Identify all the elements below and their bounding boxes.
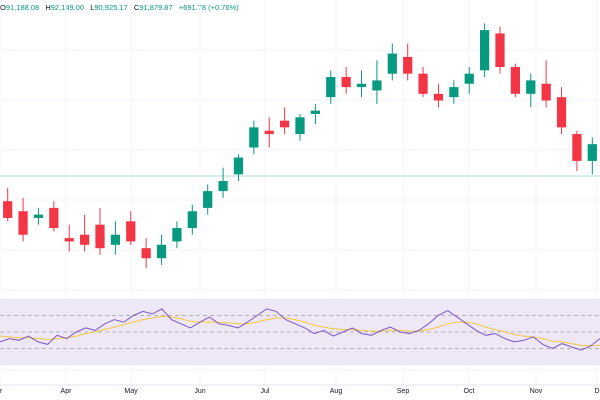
candle-body <box>541 83 551 101</box>
open-value: 91,188.08 <box>5 3 40 12</box>
x-tick-label: Jun <box>194 388 205 395</box>
x-tick-label: Nov <box>530 388 543 395</box>
candle-body <box>49 207 59 229</box>
candle-body <box>233 157 244 175</box>
candle-body <box>341 77 351 88</box>
candle-body <box>403 56 413 74</box>
candle-body <box>556 97 567 128</box>
high-value: 92,149.00 <box>50 3 85 12</box>
close-label: C <box>133 3 140 12</box>
candle-body <box>356 83 367 88</box>
price-candles <box>3 23 597 269</box>
x-tick-label: Apr <box>61 388 73 395</box>
low-value: 90,925.17 <box>94 3 128 12</box>
rsi-lines <box>0 308 600 351</box>
candle-body <box>449 87 459 98</box>
x-tick-label: D <box>594 388 599 395</box>
ohlc-readout: O91,188.08 H92,149.00 L90,925.17 C91,879… <box>0 3 243 12</box>
rsi-guides <box>0 315 600 349</box>
rsi-ma-line <box>0 315 600 347</box>
candle-body <box>172 228 182 242</box>
change-value: +691.78 (+0.76%) <box>178 3 239 12</box>
candle-body <box>203 191 213 208</box>
candle-body <box>387 53 397 74</box>
rsi-band <box>0 299 600 365</box>
candle-body <box>110 234 120 245</box>
candle-body <box>95 224 105 249</box>
x-tick-label: r <box>0 388 3 395</box>
high-label: H <box>45 3 51 12</box>
candle-body <box>418 73 428 94</box>
candle-body <box>326 77 336 98</box>
candle-body <box>495 33 505 67</box>
candle-body <box>372 80 382 91</box>
candle-body <box>510 66 520 94</box>
candle-body <box>587 144 597 161</box>
candle-body <box>64 238 74 242</box>
candle-body <box>572 134 582 161</box>
candle-body <box>295 117 305 135</box>
candle-body <box>464 73 474 84</box>
x-axis: r Apr May Jun Jul Aug Sep Oct Nov D <box>0 384 600 395</box>
candle-body <box>249 127 259 148</box>
candle-body <box>33 214 44 218</box>
candle-body <box>433 93 444 101</box>
rsi-line <box>0 308 600 351</box>
candle-body <box>80 234 90 245</box>
candle-body <box>126 221 136 242</box>
low-label: L <box>90 3 95 12</box>
candle-body <box>18 211 28 235</box>
candle-body <box>310 110 320 114</box>
x-tick-label: May <box>124 388 138 395</box>
candle-body <box>156 244 167 259</box>
candle-body <box>3 201 13 218</box>
candle-body <box>187 211 197 229</box>
x-tick-label: Aug <box>330 388 343 395</box>
x-tick-label: Sep <box>397 388 410 395</box>
x-tick-label: Jul <box>261 388 270 395</box>
candle-body <box>264 130 274 135</box>
candle-body <box>280 120 290 128</box>
candle-body <box>480 30 490 71</box>
candle-body <box>141 248 151 259</box>
close-value: 91,879.87 <box>139 3 173 12</box>
x-tick-label: Oct <box>464 388 475 395</box>
open-label: O <box>0 3 6 12</box>
candle-body <box>526 80 536 94</box>
candle-body <box>218 181 228 192</box>
